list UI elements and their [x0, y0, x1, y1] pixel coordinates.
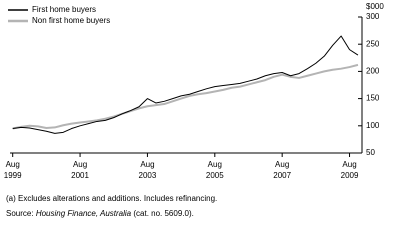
- x-tick-label: 2003: [139, 171, 157, 180]
- page: $000 (a) Excludes alterations and additi…: [3, 2, 385, 219]
- x-tick-label: 1999: [4, 171, 22, 180]
- y-tick-label: 150: [366, 94, 380, 103]
- y-unit: $000: [366, 2, 384, 11]
- x-tick-label: Aug: [6, 160, 20, 169]
- x-tick-label: Aug: [140, 160, 154, 169]
- x-tick-label: 2001: [71, 171, 89, 180]
- series-line: [12, 35, 359, 134]
- legend-label: Non first home buyers: [32, 16, 110, 25]
- x-tick-label: Aug: [73, 160, 87, 169]
- source-prefix: Source:: [6, 209, 34, 218]
- x-tick-label: 2005: [206, 171, 224, 180]
- y-tick-label: 200: [366, 67, 380, 76]
- x-tick-label: 2009: [341, 171, 359, 180]
- y-tick-label: 250: [366, 39, 380, 48]
- source-title: Housing Finance, Australia: [36, 209, 132, 218]
- x-tick-label: Aug: [208, 160, 222, 169]
- legend-label: First home buyers: [32, 5, 96, 14]
- y-tick-label: 50: [366, 148, 375, 157]
- series-line: [12, 63, 359, 130]
- x-tick-label: 2007: [273, 171, 291, 180]
- chart: $000 (a) Excludes alterations and additi…: [4, 2, 385, 218]
- source-suffix: (cat. no. 5609.0).: [133, 209, 193, 218]
- y-tick-label: 100: [366, 121, 380, 130]
- footnote: (a) Excludes alterations and additions. …: [6, 194, 217, 203]
- x-tick-label: Aug: [275, 160, 289, 169]
- x-tick-label: Aug: [342, 160, 356, 169]
- source: Source: Housing Finance, Australia (cat.…: [6, 209, 194, 218]
- y-tick-label: 300: [366, 12, 380, 21]
